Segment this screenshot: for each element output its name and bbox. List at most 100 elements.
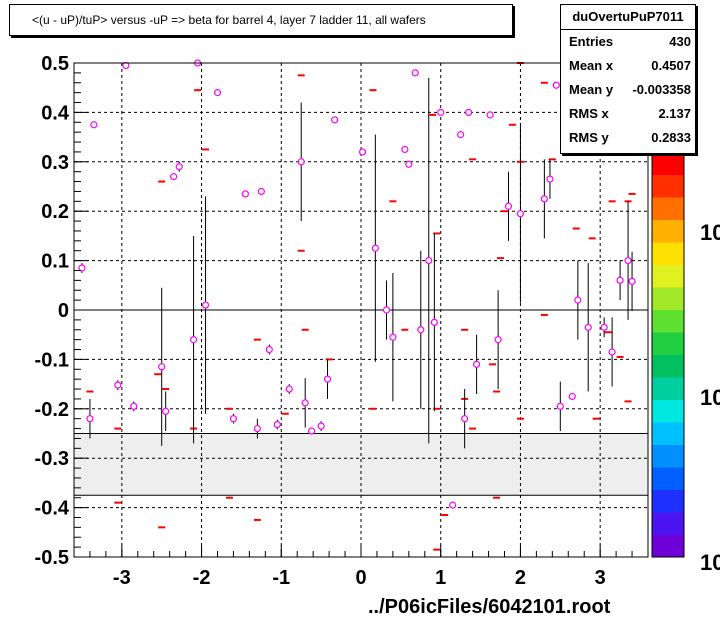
data-point — [114, 381, 122, 389]
color-scale-bin — [652, 444, 684, 468]
data-point — [552, 81, 560, 89]
stat-rms-y: RMS y 0.2833 — [561, 126, 695, 150]
color-scale-tick: 10 — [700, 550, 720, 575]
data-point — [624, 257, 632, 265]
y-tick-label: -0.1 — [35, 349, 69, 371]
data-point — [317, 422, 325, 430]
data-point — [78, 264, 86, 272]
y-tick-label: -0.3 — [35, 448, 69, 470]
color-scale-bin — [652, 377, 684, 400]
data-point — [285, 385, 293, 393]
stat-value: -0.003358 — [632, 82, 691, 97]
x-tick-label: -2 — [193, 567, 211, 589]
color-scale-bin — [652, 197, 684, 220]
x-tick-label: -1 — [272, 567, 290, 589]
data-point — [331, 116, 339, 124]
data-point — [608, 348, 616, 356]
y-tick-label: -0.5 — [35, 547, 69, 569]
data-point — [616, 276, 624, 284]
data-point — [411, 69, 419, 77]
y-tick-label: 0.5 — [41, 53, 69, 75]
data-point — [130, 402, 138, 410]
data-point — [358, 148, 367, 156]
title-box: <(u - uP)/tuP> versus -uP => beta for ba… — [9, 4, 513, 36]
stat-key: Mean x — [569, 58, 614, 73]
data-point — [86, 415, 94, 423]
color-scale-bin — [652, 264, 684, 288]
data-point — [241, 190, 250, 198]
data-point — [465, 108, 473, 117]
data-point — [90, 121, 98, 129]
stat-key: Entries — [569, 34, 614, 49]
color-scale-bin — [652, 354, 684, 378]
data-point — [425, 257, 433, 265]
stats-name: duOvertuPuP7011 — [561, 5, 695, 30]
data-point — [417, 326, 425, 334]
stat-rms-x: RMS x 2.137 — [561, 102, 695, 126]
data-point — [600, 323, 608, 331]
data-point — [189, 336, 198, 344]
stat-value: 0.4507 — [651, 58, 691, 73]
data-point — [301, 399, 309, 407]
color-scale-bin — [652, 287, 684, 310]
data-point — [628, 277, 636, 285]
y-tick-label: 0.2 — [41, 201, 69, 223]
data-point — [257, 187, 265, 196]
color-scale-bin — [652, 467, 684, 490]
color-scale-bin — [652, 512, 684, 535]
y-tick-label: 0 — [58, 300, 69, 322]
data-point — [540, 195, 548, 203]
stat-value: 430 — [669, 34, 691, 49]
y-tick-label: 0.1 — [41, 251, 69, 273]
data-point — [461, 415, 469, 423]
data-point — [584, 323, 592, 331]
x-tick-label: 0 — [355, 567, 366, 589]
data-point — [297, 158, 305, 166]
data-point — [307, 427, 316, 435]
data-point — [122, 61, 130, 70]
stat-mean-y: Mean y -0.003358 — [561, 78, 695, 102]
data-point — [568, 392, 576, 401]
stat-key: RMS y — [569, 130, 609, 145]
stat-key: Mean y — [569, 82, 614, 97]
x-tick-label: 3 — [595, 567, 606, 589]
color-scale-bin — [652, 534, 684, 558]
y-tick-label: 0.3 — [41, 152, 69, 174]
data-point — [437, 108, 445, 117]
data-point — [486, 111, 494, 119]
data-point — [265, 345, 273, 354]
data-point — [516, 210, 525, 218]
data-point — [323, 375, 332, 383]
color-scale-tick: 10 — [700, 220, 720, 245]
file-path-label: ../P06icFiles/6042101.root — [368, 596, 611, 618]
data-point — [162, 407, 170, 415]
x-tick-label: 1 — [435, 567, 446, 589]
color-scale-bin — [652, 219, 684, 243]
data-point — [449, 501, 457, 509]
x-tick-label: -3 — [113, 567, 131, 589]
data-point — [253, 424, 261, 433]
data-point — [273, 421, 281, 429]
stat-mean-x: Mean x 0.4507 — [561, 54, 695, 78]
data-point — [401, 145, 409, 154]
data-point — [504, 202, 513, 210]
data-point — [457, 131, 465, 139]
data-point — [546, 175, 554, 183]
y-tick-label: -0.4 — [35, 498, 70, 520]
stat-entries: Entries 430 — [561, 30, 695, 54]
data-point — [229, 415, 238, 423]
color-scale-tick: 10 — [700, 385, 720, 410]
data-point — [201, 301, 210, 309]
data-point — [574, 296, 582, 304]
chart-title: <(u - uP)/tuP> versus -uP => beta for ba… — [32, 13, 426, 27]
data-point — [382, 306, 391, 314]
color-scale-bin — [652, 422, 684, 445]
data-point — [389, 333, 397, 341]
color-scale-bin — [652, 309, 684, 333]
color-scale-bin — [652, 332, 684, 355]
data-point — [158, 363, 166, 371]
data-point — [213, 89, 222, 97]
stat-value: 0.2833 — [651, 130, 691, 145]
